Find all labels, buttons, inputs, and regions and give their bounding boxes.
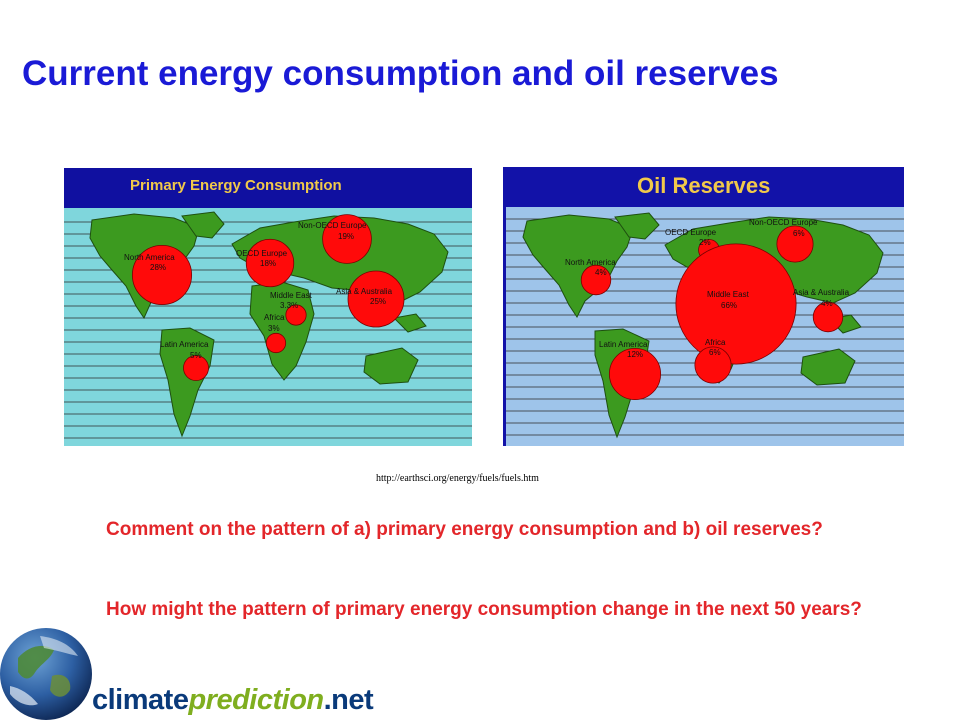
value-res-oecd-europe: 2% — [699, 238, 711, 247]
value-res-non-oecd-europe: 6% — [793, 229, 805, 238]
slide-title: Current energy consumption and oil reser… — [22, 54, 779, 93]
logo-part-climate: climate — [92, 684, 189, 716]
value-res-latin-america: 12% — [627, 350, 643, 359]
cons-bubble-middle-east — [285, 304, 307, 326]
consumption-map-title: Primary Energy Consumption — [130, 177, 342, 194]
consumption-bubbles — [131, 214, 405, 381]
label-cons-latin-america: Latin America — [160, 340, 209, 349]
label-res-non-oecd-europe: Non-OECD Europe — [749, 218, 818, 227]
label-cons-non-oecd-europe: Non-OECD Europe — [298, 221, 367, 230]
label-cons-oecd-europe: OECD Europe — [236, 249, 288, 258]
cons-bubble-latin-america — [183, 355, 209, 381]
value-cons-africa: 3% — [268, 324, 280, 333]
source-url: http://earthsci.org/energy/fuels/fuels.h… — [376, 473, 539, 484]
label-res-north-america: North America — [565, 258, 616, 267]
reserves-bubbles — [580, 225, 844, 401]
label-cons-middle-east: Middle East — [270, 291, 313, 300]
logo-part-prediction: prediction — [188, 684, 324, 716]
res-bubble-north-america — [580, 264, 612, 296]
label-cons-africa: Africa — [264, 313, 285, 322]
question-1: Comment on the pattern of a) primary ene… — [106, 519, 823, 540]
cons-bubble-non-oecd-europe — [322, 214, 372, 264]
label-res-africa: Africa — [705, 338, 726, 347]
label-res-middle-east: Middle East — [707, 290, 750, 299]
logo-wordmark: climateprediction.net — [92, 684, 374, 717]
cons-bubble-oecd-europe — [245, 238, 295, 288]
res-bubble-africa — [694, 346, 732, 384]
value-res-north-america: 4% — [595, 268, 607, 277]
consumption-map: Primary Energy Consumption North America — [64, 168, 472, 446]
consumption-map-header — [64, 168, 472, 208]
label-cons-asia-australia: Asia & Australia — [336, 287, 393, 296]
consumption-labels: North America 28% OECD Europe 18% Non-OE… — [124, 221, 393, 360]
cons-bubble-north-america — [131, 244, 193, 306]
reserves-labels: Non-OECD Europe 6% OECD Europe 2% North … — [565, 218, 850, 359]
label-cons-north-america: North America — [124, 253, 175, 262]
value-res-asia-australia: 4% — [821, 299, 833, 308]
cons-bubble-africa — [265, 332, 287, 354]
label-res-latin-america: Latin America — [599, 340, 648, 349]
value-cons-asia-australia: 25% — [370, 297, 386, 306]
logo-part-net: .net — [323, 684, 374, 716]
value-cons-non-oecd-europe: 19% — [338, 232, 354, 241]
res-bubble-latin-america — [608, 347, 662, 401]
value-cons-north-america: 28% — [150, 263, 166, 272]
reserves-map: Oil Reserves Non-OECD Europe 6% O — [503, 167, 904, 446]
value-res-africa: 6% — [709, 348, 721, 357]
logo-globe-icon — [0, 628, 92, 720]
res-bubble-non-oecd-europe — [776, 225, 814, 263]
reserves-map-title: Oil Reserves — [637, 173, 770, 198]
value-cons-latin-america: 5% — [190, 351, 202, 360]
label-res-asia-australia: Asia & Australia — [793, 288, 850, 297]
cons-bubble-asia-australia — [347, 270, 405, 328]
value-cons-middle-east: 3.3% — [280, 301, 298, 310]
res-bubble-middle-east — [675, 243, 797, 365]
res-bubble-asia-australia — [812, 301, 844, 333]
label-res-oecd-europe: OECD Europe — [665, 228, 717, 237]
value-cons-oecd-europe: 18% — [260, 259, 276, 268]
value-res-middle-east: 66% — [721, 301, 737, 310]
question-2: How might the pattern of primary energy … — [106, 599, 862, 620]
